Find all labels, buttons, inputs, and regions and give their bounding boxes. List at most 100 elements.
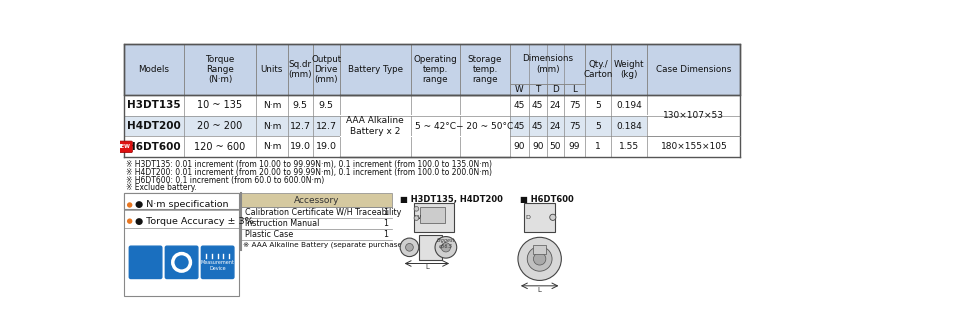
Text: ※ H6DT600: 0.1 increment (from 60.0 to 600.0N·m): ※ H6DT600: 0.1 increment (from 60.0 to 6…: [126, 176, 325, 185]
Text: 19.0: 19.0: [316, 142, 337, 151]
Text: ※ H4DT200: 0.01 increment (from 20.00 to 99.99N·m), 0.1 increment (from 100.0 to: ※ H4DT200: 0.01 increment (from 20.00 to…: [126, 168, 492, 177]
Text: ※ Exclude battery.: ※ Exclude battery.: [126, 184, 196, 192]
Bar: [256, 44, 288, 95]
Bar: [419, 235, 442, 260]
Text: Units: Units: [261, 65, 283, 74]
Text: W: W: [415, 215, 421, 220]
Text: N·m: N·m: [263, 101, 281, 110]
Text: H3DT135: H3DT135: [127, 100, 181, 110]
Text: ● N·m specification: ● N·m specification: [135, 200, 228, 209]
Bar: [242, 193, 392, 207]
Circle shape: [528, 247, 552, 271]
Bar: [411, 44, 459, 95]
Bar: [611, 44, 647, 95]
Text: N·m: N·m: [263, 122, 281, 131]
Bar: [524, 203, 555, 232]
Text: L: L: [537, 287, 541, 292]
Text: AAA Alkaline
Battery x 2: AAA Alkaline Battery x 2: [347, 116, 404, 136]
Circle shape: [405, 244, 413, 251]
Text: 5: 5: [595, 122, 601, 131]
Text: Storage
temp.
range: Storage temp. range: [468, 55, 502, 84]
Text: Measurement
Device: Measurement Device: [200, 260, 235, 271]
Text: Output
Drive
(mm): Output Drive (mm): [311, 55, 341, 84]
Text: ■ H3DT135, H4DT200: ■ H3DT135, H4DT200: [401, 195, 503, 204]
Text: L: L: [425, 264, 429, 270]
Bar: [340, 115, 411, 116]
Text: ※ AAA Alkaline Battery (separate purchase): ※ AAA Alkaline Battery (separate purchas…: [243, 242, 404, 249]
Text: 75: 75: [569, 122, 581, 131]
Text: 180×155×105: 180×155×105: [661, 142, 727, 151]
Text: 5: 5: [595, 101, 601, 110]
Text: ■ H6DT600: ■ H6DT600: [520, 195, 574, 204]
Circle shape: [518, 237, 561, 280]
Text: D: D: [552, 85, 559, 94]
Text: Instruction Manual: Instruction Manual: [246, 219, 320, 228]
Bar: [534, 245, 546, 254]
Text: ※ H3DT135: 0.01 increment (from 10.00 to 99.99N·m), 0.1 increment (from 100.0 to: ※ H3DT135: 0.01 increment (from 10.00 to…: [126, 160, 492, 169]
Text: T: T: [535, 85, 540, 94]
Bar: [124, 193, 239, 296]
Bar: [124, 136, 741, 157]
Bar: [586, 44, 611, 95]
Text: N·m: N·m: [263, 142, 281, 151]
Bar: [340, 136, 411, 137]
Text: 130×107×53: 130×107×53: [664, 111, 724, 120]
Text: 90: 90: [513, 142, 525, 151]
Text: 45: 45: [532, 122, 543, 131]
Text: NEW: NEW: [117, 144, 130, 149]
FancyBboxPatch shape: [115, 141, 132, 153]
Bar: [184, 44, 256, 95]
Bar: [420, 207, 445, 223]
Circle shape: [414, 216, 419, 220]
Text: Models: Models: [139, 65, 169, 74]
Bar: [411, 136, 459, 137]
Text: 12.7: 12.7: [290, 122, 311, 131]
Bar: [459, 115, 510, 116]
Text: 1: 1: [383, 208, 388, 217]
Text: Torque
Range
(N·m): Torque Range (N·m): [205, 55, 235, 84]
Text: H4DT200: H4DT200: [127, 121, 181, 131]
Text: Weight
(kg): Weight (kg): [614, 60, 644, 79]
Text: Operating
temp.
range: Operating temp. range: [413, 55, 457, 84]
Text: 10 ~ 135: 10 ~ 135: [197, 100, 243, 110]
Text: 9.5: 9.5: [293, 101, 307, 110]
Bar: [313, 44, 340, 95]
Text: Biggest
φ56.5: Biggest φ56.5: [436, 238, 455, 249]
Bar: [340, 95, 411, 157]
Text: 9.5: 9.5: [319, 101, 333, 110]
Circle shape: [401, 238, 419, 257]
FancyBboxPatch shape: [201, 246, 234, 278]
Circle shape: [435, 237, 456, 258]
Text: 1: 1: [383, 219, 388, 228]
Bar: [647, 95, 741, 136]
FancyBboxPatch shape: [166, 246, 197, 278]
Bar: [647, 115, 741, 116]
Circle shape: [127, 218, 132, 224]
Text: 0.194: 0.194: [616, 101, 642, 110]
Text: Qty./
Carton: Qty./ Carton: [584, 60, 612, 79]
Text: Battery Type: Battery Type: [348, 65, 403, 74]
Text: Dimensions
(mm): Dimensions (mm): [522, 54, 573, 74]
Bar: [124, 193, 239, 209]
Bar: [124, 44, 184, 95]
Text: D: D: [525, 215, 530, 220]
Text: 99: 99: [569, 142, 581, 151]
Text: 45: 45: [532, 101, 543, 110]
Bar: [288, 44, 313, 95]
Bar: [124, 44, 741, 95]
Bar: [459, 95, 510, 157]
Text: Case Dimensions: Case Dimensions: [656, 65, 732, 74]
Bar: [529, 84, 547, 95]
Text: Calibration Certificate W/H Traceability: Calibration Certificate W/H Traceability: [246, 208, 402, 217]
Bar: [414, 203, 455, 232]
Bar: [563, 84, 586, 95]
Text: 5 ~ 42°C: 5 ~ 42°C: [415, 122, 455, 131]
Text: 1.55: 1.55: [619, 142, 639, 151]
Text: L: L: [572, 85, 577, 94]
Text: 120 ~ 600: 120 ~ 600: [195, 142, 246, 152]
Bar: [459, 136, 510, 137]
Text: 45: 45: [514, 122, 525, 131]
Bar: [647, 136, 741, 157]
Text: 50: 50: [550, 142, 560, 151]
Circle shape: [534, 253, 546, 265]
